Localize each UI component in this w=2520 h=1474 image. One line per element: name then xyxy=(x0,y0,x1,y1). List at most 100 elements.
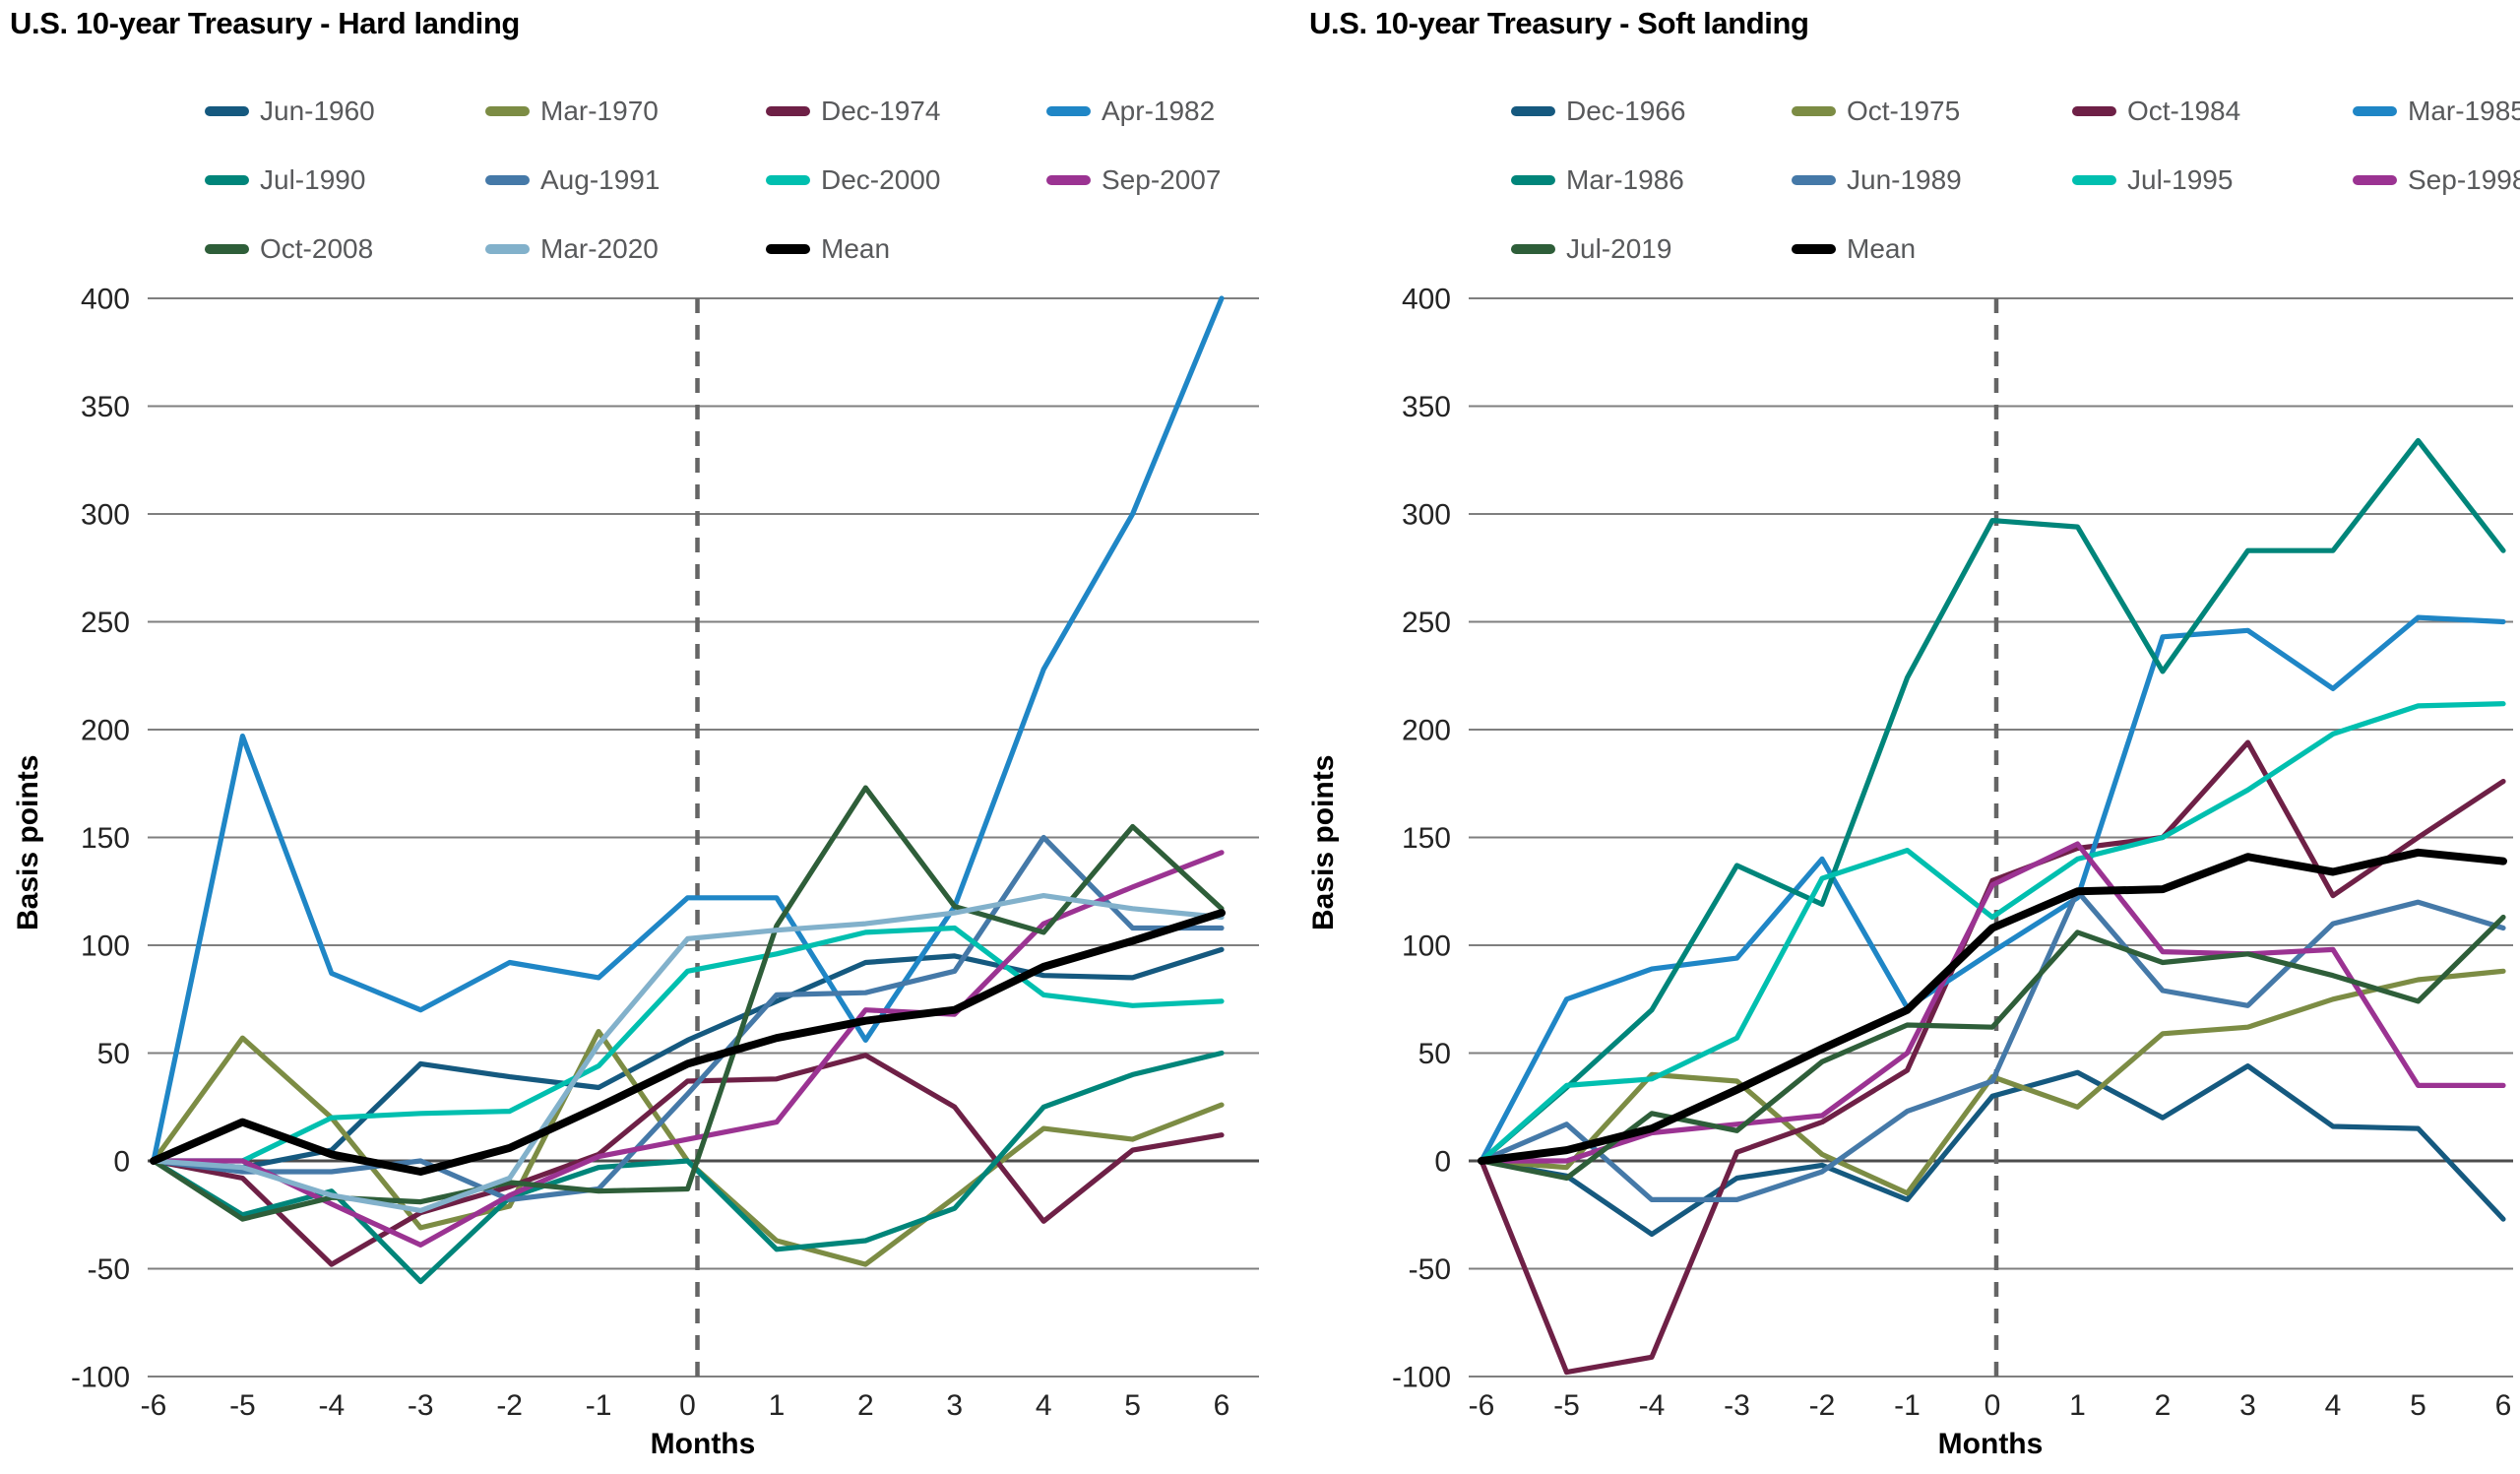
legend-swatch-Oct-1984 xyxy=(2072,106,2116,116)
legend-swatch-Jul-1995 xyxy=(2072,175,2116,185)
series-line-Jul-1995 xyxy=(1479,701,2506,1164)
series-line-Jul-2019 xyxy=(1479,914,2506,1182)
legend-label: Mar-2020 xyxy=(540,233,659,264)
y-tick-label: 350 xyxy=(1402,391,1451,423)
legend-item-Mar-1986: Mar-1986 xyxy=(1511,146,1792,215)
legend-label: Mean xyxy=(821,233,891,264)
x-tick-label: -6 xyxy=(1469,1389,1495,1422)
chart-title-soft-landing: U.S. 10-year Treasury - Soft landing xyxy=(1309,6,1809,40)
y-tick-label: -100 xyxy=(1392,1362,1451,1394)
y-tick-label: 50 xyxy=(1418,1038,1451,1070)
series-line-Sep-1998 xyxy=(1479,841,2506,1164)
y-tick-label: -50 xyxy=(88,1253,130,1286)
x-tick-label: 4 xyxy=(2325,1389,2342,1422)
legend-swatch-Mean xyxy=(1792,244,1836,254)
y-tick-label: 0 xyxy=(1434,1146,1451,1179)
x-tick-label: -1 xyxy=(586,1389,612,1422)
legend-label: Sep-1998 xyxy=(2408,164,2520,195)
legend-swatch-Sep-1998 xyxy=(2353,175,2397,185)
y-tick-label: 100 xyxy=(81,930,130,963)
y-tick-label: 0 xyxy=(113,1146,130,1179)
x-axis-title-hard-landing: Months xyxy=(650,1428,756,1460)
legend-swatch-Apr-1982 xyxy=(1046,106,1091,116)
legend-swatch-Jun-1989 xyxy=(1792,175,1836,185)
legend-swatch-Sep-2007 xyxy=(1046,175,1091,185)
y-tick-label: 300 xyxy=(1402,499,1451,532)
x-axis-title-soft-landing: Months xyxy=(1937,1428,2044,1460)
legend-item-Mar-1985: Mar-1985 xyxy=(2353,77,2520,146)
legend-label: Jun-1960 xyxy=(260,96,375,126)
legend-label: Dec-2000 xyxy=(821,164,941,195)
legend-label: Dec-1966 xyxy=(1566,96,1686,126)
panel-soft-landing: U.S. 10-year Treasury - Soft landing Dec… xyxy=(1299,0,2520,1474)
legend-item-Oct-2008: Oct-2008 xyxy=(205,215,485,284)
legend-item-Jun-1989: Jun-1989 xyxy=(1792,146,2072,215)
legend-item-Oct-1984: Oct-1984 xyxy=(2072,77,2353,146)
legend-swatch-Dec-1966 xyxy=(1511,106,1555,116)
legend-item-Dec-1966: Dec-1966 xyxy=(1511,77,1792,146)
legend-label: Oct-1975 xyxy=(1847,96,1961,126)
series-line-Sep-2007 xyxy=(151,850,1225,1249)
legend-item-Sep-2007: Sep-2007 xyxy=(1046,146,1327,215)
x-tick-label: 3 xyxy=(2239,1389,2256,1422)
legend-swatch-Mean xyxy=(766,244,810,254)
legend-item-Mar-1970: Mar-1970 xyxy=(485,77,766,146)
series-line-Oct-1984 xyxy=(1479,739,2506,1376)
series-line-Mean xyxy=(1478,848,2507,1165)
x-tick-label: -2 xyxy=(496,1389,523,1422)
legend-item-Apr-1982: Apr-1982 xyxy=(1046,77,1327,146)
legend-label: Oct-2008 xyxy=(260,233,374,264)
series-line-Mean xyxy=(150,909,1226,1176)
legend-label: Dec-1974 xyxy=(821,96,941,126)
x-tick-label: 4 xyxy=(1036,1389,1052,1422)
legend-item-Jul-1995: Jul-1995 xyxy=(2072,146,2353,215)
x-tick-label: -4 xyxy=(318,1389,345,1422)
legend-label: Jul-1995 xyxy=(2127,164,2234,195)
legend-swatch-Oct-2008 xyxy=(205,244,249,254)
y-tick-label: 400 xyxy=(1402,284,1451,316)
y-tick-label: 100 xyxy=(1402,930,1451,963)
x-tick-label: -4 xyxy=(1639,1389,1666,1422)
y-tick-label: -100 xyxy=(71,1362,130,1394)
chart-title-hard-landing: U.S. 10-year Treasury - Hard landing xyxy=(10,6,520,40)
x-tick-label: 6 xyxy=(1214,1389,1230,1422)
legend-label: Mean xyxy=(1847,233,1917,264)
legend-swatch-Dec-1974 xyxy=(766,106,810,116)
y-tick-label: 350 xyxy=(81,391,130,423)
series-line-Mar-1986 xyxy=(1479,437,2506,1164)
y-tick-label: 250 xyxy=(1402,607,1451,639)
series-line-Mar-1985 xyxy=(1479,614,2506,1164)
legend-label: Apr-1982 xyxy=(1102,96,1216,126)
y-tick-label: 50 xyxy=(97,1038,130,1070)
legend-swatch-Dec-2000 xyxy=(766,175,810,185)
series-line-Jun-1960 xyxy=(151,946,1225,1171)
series-line-Jun-1989 xyxy=(1479,888,2506,1203)
legend-item-Mean: Mean xyxy=(1792,215,2072,284)
legend-item-Mean: Mean xyxy=(766,215,1046,284)
x-tick-label: -3 xyxy=(408,1389,434,1422)
x-tick-label: -5 xyxy=(1553,1389,1580,1422)
series-line-Dec-2000 xyxy=(151,925,1225,1164)
x-tick-label: -6 xyxy=(141,1389,167,1422)
x-tick-label: 0 xyxy=(679,1389,696,1422)
legend-item-Mar-2020: Mar-2020 xyxy=(485,215,766,284)
y-tick-label: -50 xyxy=(1409,1253,1451,1286)
legend-soft-landing: Dec-1966 Oct-1975 Oct-1984 Mar-1985 Mar-1986… xyxy=(1511,77,2520,284)
series-line-Aug-1991 xyxy=(151,834,1225,1203)
legend-label: Jul-1990 xyxy=(260,164,366,195)
x-tick-label: 2 xyxy=(857,1389,874,1422)
x-tick-label: -3 xyxy=(1724,1389,1750,1422)
legend-item-Dec-1974: Dec-1974 xyxy=(766,77,1046,146)
series-line-Mar-2020 xyxy=(151,892,1225,1214)
panel-hard-landing: U.S. 10-year Treasury - Hard landing Jun… xyxy=(10,6,1259,1460)
legend-swatch-Aug-1991 xyxy=(485,175,530,185)
x-tick-label: 0 xyxy=(1984,1389,2001,1422)
legend-swatch-Mar-1986 xyxy=(1511,175,1555,185)
legend-item-Jun-1960: Jun-1960 xyxy=(205,77,485,146)
x-tick-label: -2 xyxy=(1809,1389,1836,1422)
series-line-Jul-1990 xyxy=(151,1050,1225,1285)
legend-label: Mar-1985 xyxy=(2408,96,2520,126)
legend-label: Oct-1984 xyxy=(2127,96,2241,126)
legend-swatch-Jul-1990 xyxy=(205,175,249,185)
